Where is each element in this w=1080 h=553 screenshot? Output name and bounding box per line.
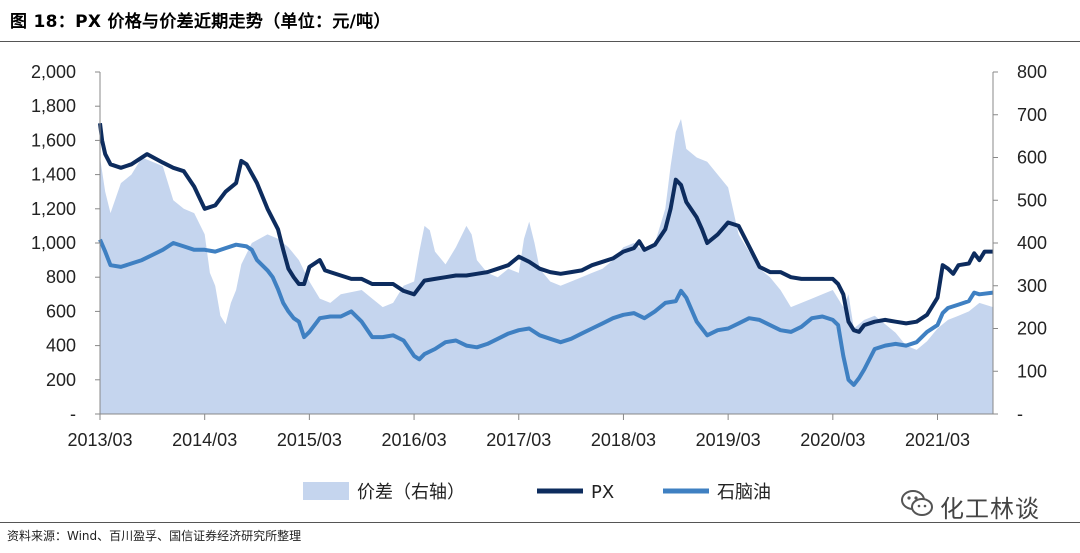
spread-area-layer (100, 119, 993, 414)
y-left-tick-label: - (70, 404, 76, 424)
y-left-tick-label: 400 (46, 336, 76, 356)
y-right-tick-label: 100 (1017, 361, 1047, 381)
x-tick-label: 2020/03 (800, 430, 865, 450)
y-left-tick-label: 1,400 (31, 165, 76, 185)
series-area-spread (100, 119, 993, 414)
legend-label: 价差（右轴） (357, 482, 465, 503)
y-right-tick-label: 400 (1017, 233, 1047, 253)
legend: 价差（右轴） PX 石脑油 (303, 482, 771, 503)
y-left-tick-label: 1,800 (31, 96, 76, 116)
price-lines-layer (98, 123, 994, 387)
y-left-tick-label: 800 (46, 267, 76, 287)
title-divider (0, 41, 1080, 42)
x-tick-label: 2013/03 (67, 430, 132, 450)
source-note: 资料来源：Wind、百川盈孚、国信证券经济研究所整理 (7, 529, 302, 543)
legend-label: 石脑油 (717, 482, 771, 503)
y-right-tick-label: 300 (1017, 276, 1047, 296)
x-tick-label: 2021/03 (905, 430, 970, 450)
x-tick-label: 2019/03 (696, 430, 761, 450)
y-right-tick-label: 500 (1017, 190, 1047, 210)
px-spread-chart: - 200 400 600 800 1,000 1,200 1,400 1,600 1,800 2,… (31, 62, 1047, 503)
y-right-tick-label: 700 (1017, 105, 1047, 125)
watermark-text: 化工林谈 (940, 495, 1040, 523)
watermark: 化工林谈 (900, 486, 1070, 523)
x-tick-label: 2015/03 (277, 430, 342, 450)
y-left-tick-label: 1,200 (31, 199, 76, 219)
axes-layer (95, 71, 998, 420)
x-tick-label: 2014/03 (172, 430, 237, 450)
tick-labels-layer: - 200 400 600 800 1,000 1,200 1,400 1,600 1,800 2,… (31, 62, 1047, 450)
y-right-tick-label: 800 (1017, 62, 1047, 82)
x-tick-label: 2017/03 (486, 430, 551, 450)
legend-swatch-area (303, 482, 349, 500)
legend-label: PX (591, 482, 614, 503)
y-left-tick-label: 1,000 (31, 233, 76, 253)
source-divider (0, 522, 1080, 523)
y-left-tick-label: 600 (46, 301, 76, 321)
y-left-tick-label: 1,600 (31, 130, 76, 150)
figure-title: 图 18：PX 价格与价差近期走势（单位：元/吨） (10, 12, 391, 32)
x-tick-label: 2018/03 (591, 430, 656, 450)
wechat-icon (901, 490, 933, 516)
y-left-tick-label: 200 (46, 370, 76, 390)
y-right-tick-label: 600 (1017, 148, 1047, 168)
y-right-tick-label: 200 (1017, 319, 1047, 339)
x-tick-label: 2016/03 (382, 430, 447, 450)
series-line-1 (98, 123, 993, 334)
y-left-tick-label: 2,000 (31, 62, 76, 82)
series-line-2 (98, 238, 994, 387)
y-right-tick-label: - (1017, 404, 1023, 424)
